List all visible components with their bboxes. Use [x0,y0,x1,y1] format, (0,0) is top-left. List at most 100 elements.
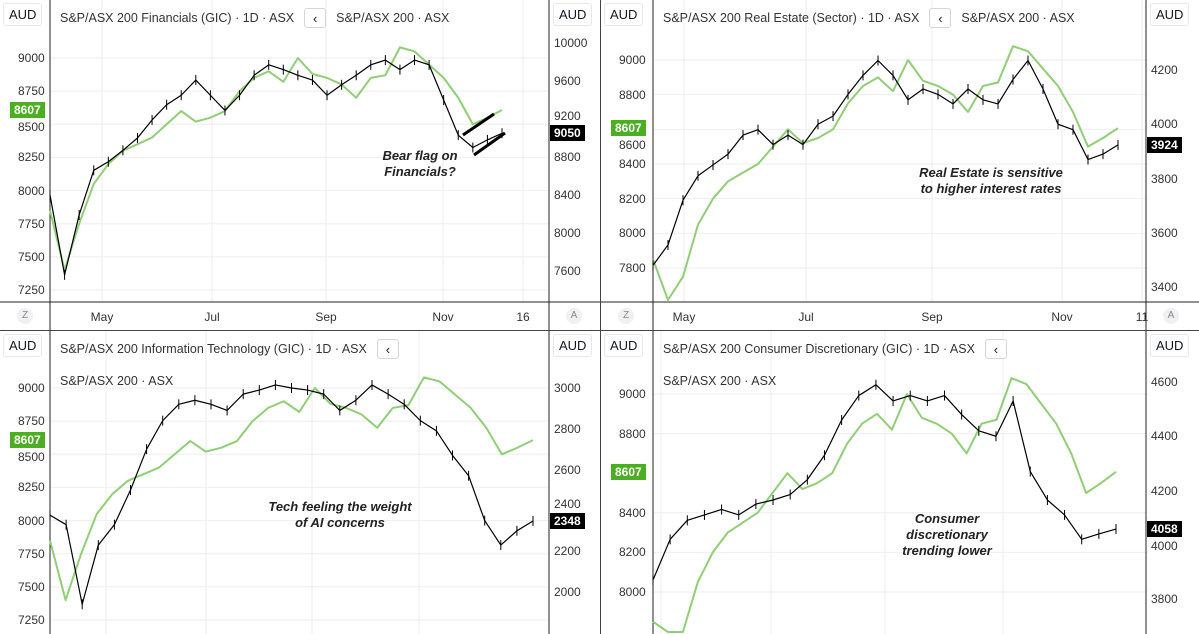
right-axis-tick: 10000 [554,36,588,50]
currency-label-right: AUD [1150,3,1190,26]
sector-price-badge: 4058 [1147,521,1182,538]
time-axis-tick: May [90,310,114,324]
chart-panel: AUD AUD S&P/ASX 200 Financials (GIC) · 1D … [0,0,600,330]
chart-title: S&P/ASX 200 Real Estate (Sector) · 1D · … [663,11,920,25]
annotation-line: Tech feeling the weight [268,499,412,514]
left-axis-tick: 7250 [18,613,45,627]
left-axis-tick: 8000 [619,585,646,599]
annotation-line: trending lower [902,543,992,558]
currency-label-right: AUD [553,334,593,357]
chart-legend: S&P/ASX 200 Information Technology (GIC)… [60,339,532,391]
time-axis-tick: 16 [516,310,530,324]
left-axis-tick: 8250 [18,150,45,165]
right-axis-tick: 3000 [554,381,581,395]
collapse-button[interactable]: ‹ [304,8,327,28]
left-axis-tick: 8200 [619,545,646,560]
right-axis-tick: 7600 [554,264,581,278]
time-axis-tick: 11 [1135,310,1149,324]
currency-label-left: AUD [604,334,644,357]
right-axis-tick: 4000 [1151,117,1178,132]
chart-title: S&P/ASX 200 Information Technology (GIC)… [60,342,367,356]
right-axis-tick: 3800 [1151,171,1178,186]
compare-label: S&P/ASX 200 · ASX [336,11,450,25]
annotation-line: of AI concerns [295,515,385,530]
panel-divider-horizontal [0,330,1199,331]
annotation-line: Bear flag on [382,148,458,163]
right-axis-tick: 3800 [1151,592,1178,606]
collapse-button[interactable]: ‹ [929,8,952,28]
collapse-button[interactable]: ‹ [376,339,399,359]
annotation: Bear flag on Financials? [382,148,457,180]
chart-svg [652,331,1147,634]
left-axis-tick: 7750 [18,216,45,231]
chevron-left-icon: ‹ [993,342,999,357]
right-axis-tick: 3400 [1151,280,1178,294]
asx200-line [652,45,1119,301]
asx200-line [49,46,503,272]
left-axis-tick: 8000 [18,513,45,528]
annotation-line: to higher interest rates [920,181,1062,196]
asx200-price-badge: 8607 [10,102,45,119]
sector-price-badge: 9050 [550,125,585,142]
sector-line [652,59,1119,266]
time-axis-tick: Sep [315,310,337,324]
left-axis-tick: 8000 [18,183,45,198]
currency-label-right: AUD [1150,334,1190,357]
collapse-button[interactable]: ‹ [984,339,1007,359]
right-axis-tick: 3600 [1151,225,1178,240]
chevron-left-icon: ‹ [938,11,943,26]
right-axis-tick: 2200 [554,544,581,559]
sector-line [652,384,1117,581]
annotation-line: Real Estate is sensitive [919,165,1063,180]
flag-upper-line [462,112,495,137]
annotation: Consumer discretionary trending lower [902,511,992,559]
chart-legend: S&P/ASX 200 Real Estate (Sector) · 1D · … [663,8,1075,28]
right-axis-tick: 2000 [554,585,581,599]
right-axis-tick: 4600 [1151,375,1178,389]
left-axis-tick: 7500 [18,579,45,594]
left-axis-tick: 9000 [18,51,45,65]
zoom-reset-button[interactable]: Z [17,308,33,324]
left-axis-tick: 8500 [18,450,45,465]
chart-svg [0,0,600,330]
annotation-line: Financials? [384,164,456,179]
left-axis-tick: 9000 [18,381,45,395]
right-axis-tick: 4200 [1151,483,1178,498]
time-axis-tick: Jul [204,310,220,324]
chart-title: S&P/ASX 200 Consumer Discretionary (GIC)… [663,342,975,356]
left-axis-tick: 8600 [619,138,646,153]
right-axis-tick: 4400 [1151,429,1178,444]
compare-label: S&P/ASX 200 · ASX [663,374,777,388]
chart-legend: S&P/ASX 200 Financials (GIC) · 1D · ASX ‹… [60,8,449,28]
chart-title: S&P/ASX 200 Financials (GIC) · 1D · ASX [60,11,295,25]
chevron-left-icon: ‹ [385,342,391,357]
left-axis-tick: 7800 [619,261,646,275]
asx200-line [652,377,1117,633]
left-axis-tick: 7750 [18,546,45,561]
asx200-price-badge: 8607 [611,463,646,480]
time-axis-tick: Sep [921,310,943,324]
right-axis-tick: 4000 [1151,539,1178,554]
left-axis-tick: 9000 [619,53,646,67]
compare-label: S&P/ASX 200 · ASX [961,11,1075,25]
left-axis-tick: 8400 [619,157,646,171]
zoom-reset-button[interactable]: Z [618,308,634,324]
auto-scale-button[interactable]: A [566,308,582,324]
left-axis-tick: 8750 [18,84,45,99]
annotation: Tech feeling the weight of AI concerns [268,499,411,531]
time-axis-tick: Nov [1051,310,1073,324]
chart-panel: AUD AUD S&P/ASX 200 Consumer Discretionary… [601,331,1199,634]
chart-panel: AUD AUD S&P/ASX 200 Real Estate (Sector) ·… [601,0,1199,330]
right-axis-tick: 4200 [1151,63,1178,77]
currency-label-left: AUD [604,3,644,26]
compare-label: S&P/ASX 200 · ASX [60,374,174,388]
left-axis-tick: 8800 [619,87,646,102]
asx200-price-badge: 8607 [10,432,45,449]
auto-scale-button[interactable]: A [1163,308,1179,324]
flag-lower-line [473,131,506,157]
right-axis-tick: 8400 [554,188,581,202]
right-axis-tick: 9600 [554,74,581,88]
annotation-line: discretionary [906,527,988,542]
left-axis-tick: 7250 [18,283,45,297]
left-axis-tick: 8750 [18,414,45,429]
